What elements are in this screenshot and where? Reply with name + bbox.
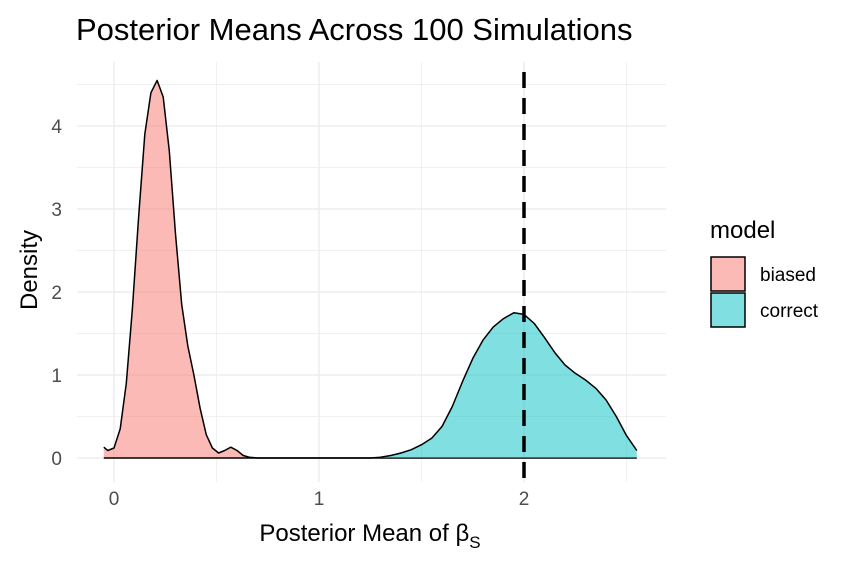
chart-title: Posterior Means Across 100 Simulations <box>76 12 633 47</box>
legend: model biased correct <box>710 217 819 328</box>
x-tick-label: 2 <box>519 489 530 510</box>
y-tick-label: 3 <box>51 200 62 221</box>
y-axis-ticks: 0 1 2 3 4 <box>51 117 62 470</box>
density-areas <box>103 79 638 459</box>
x-tick-label: 0 <box>109 489 120 510</box>
y-tick-label: 2 <box>51 283 62 304</box>
x-tick-label: 1 <box>314 489 325 510</box>
legend-key-biased <box>710 256 746 292</box>
legend-key-correct <box>710 292 746 328</box>
y-axis-title: Density <box>16 230 43 310</box>
density-area-biased <box>103 80 637 459</box>
y-tick-label: 4 <box>51 117 62 138</box>
x-axis-title: Posterior Mean of βS <box>259 520 480 552</box>
density-outline-correct <box>103 312 638 459</box>
density-area-correct <box>103 312 637 458</box>
legend-items: biased correct <box>710 256 819 328</box>
x-axis-ticks: 0 1 2 <box>109 489 530 510</box>
y-tick-label: 0 <box>51 449 62 470</box>
legend-label-biased: biased <box>760 265 816 286</box>
legend-title: model <box>710 217 775 244</box>
y-tick-label: 1 <box>51 366 62 387</box>
legend-label-correct: correct <box>760 301 819 322</box>
